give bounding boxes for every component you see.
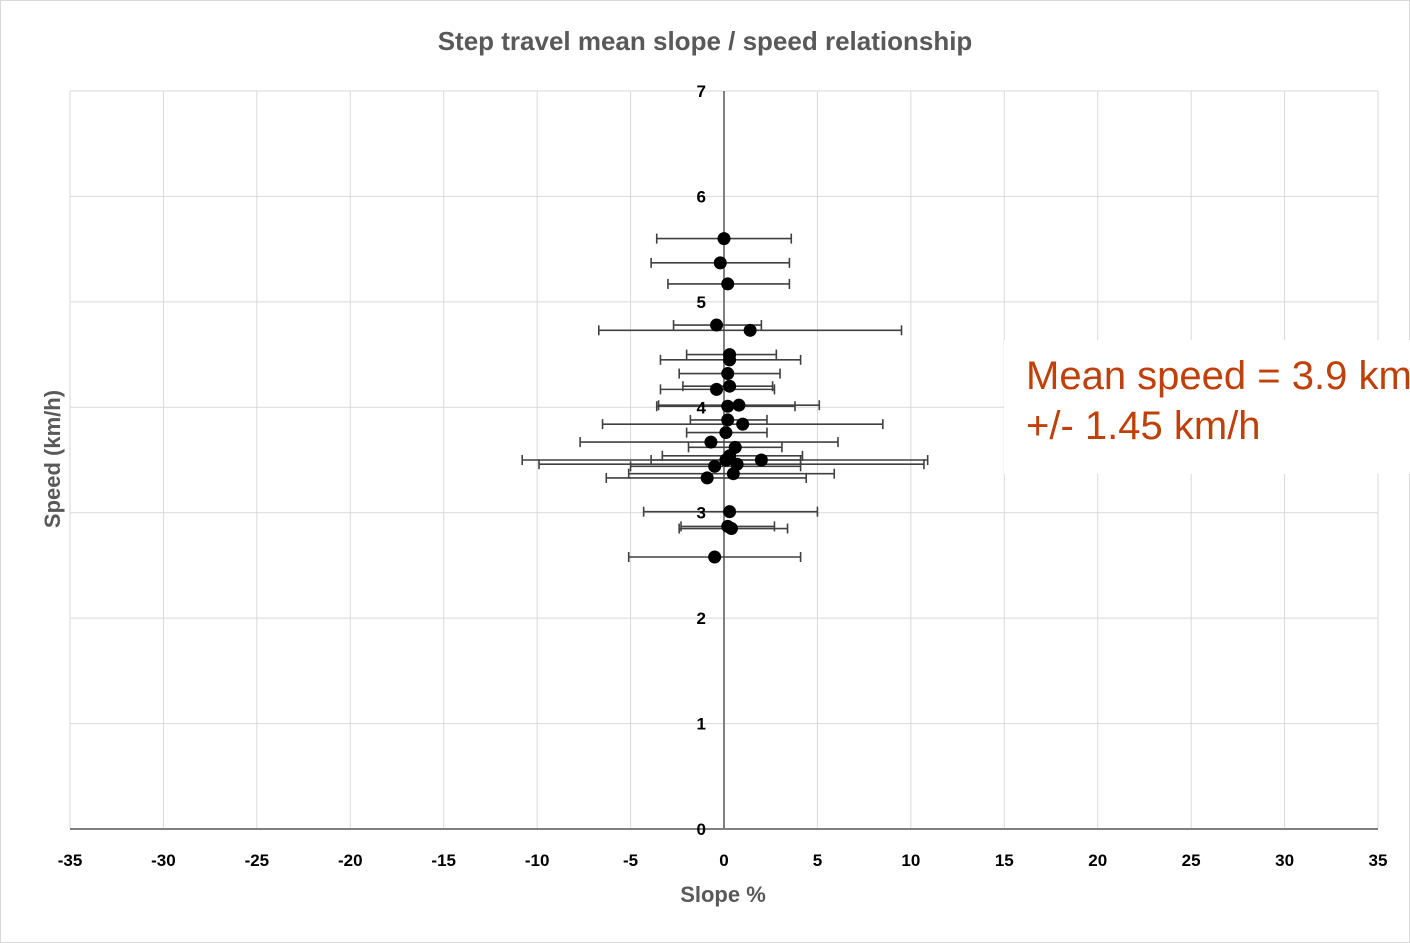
x-tick-label: 30 <box>1275 851 1294 870</box>
data-point <box>717 232 731 246</box>
data-point <box>708 459 722 473</box>
y-tick-label: 4 <box>697 398 707 417</box>
y-tick-label: 5 <box>697 293 706 312</box>
data-point <box>724 522 738 536</box>
annotation-line-2: +/- 1.45 km/h <box>1026 404 1261 448</box>
data-point <box>726 467 740 481</box>
y-tick-label: 6 <box>697 187 706 206</box>
data-point <box>723 379 737 393</box>
x-tick-label: -30 <box>151 851 176 870</box>
x-tick-label: -25 <box>245 851 270 870</box>
data-point <box>743 323 757 337</box>
x-axis-title: Slope % <box>680 882 766 907</box>
data-point <box>710 318 724 332</box>
x-tick-label: -20 <box>338 851 363 870</box>
data-point <box>723 505 737 519</box>
data-point <box>721 413 735 427</box>
x-tick-label: -35 <box>58 851 83 870</box>
y-tick-label: 7 <box>697 82 706 101</box>
data-point <box>723 353 737 367</box>
x-tick-label: -5 <box>623 851 638 870</box>
x-tick-label: 35 <box>1369 851 1388 870</box>
data-point <box>719 453 733 467</box>
mean-speed-annotation: Mean speed = 3.9 km/h +/- 1.45 km/h <box>1004 340 1410 474</box>
y-tick-label: 2 <box>697 609 706 628</box>
data-point <box>713 256 727 270</box>
tick-labels: -35 -30 -25 -20 -15 -10 -5 0 5 10 15 20 25 30 35 0 1 2 3 4 5… <box>58 82 1388 870</box>
y-tick-label: 1 <box>697 715 706 734</box>
data-point <box>732 398 746 412</box>
y-tick-label: 3 <box>697 504 706 523</box>
x-tick-label: 25 <box>1182 851 1201 870</box>
data-points <box>700 232 768 564</box>
data-point <box>719 426 733 440</box>
data-point <box>754 453 768 467</box>
data-point <box>721 367 735 381</box>
data-point <box>736 417 750 431</box>
data-point <box>721 399 735 413</box>
data-point <box>710 382 724 396</box>
data-point <box>708 550 722 564</box>
data-point <box>704 435 718 449</box>
y-tick-label: 0 <box>697 820 706 839</box>
x-tick-label: 0 <box>719 851 728 870</box>
y-axis-title: Speed (km/h) <box>40 389 65 529</box>
x-tick-label: 10 <box>901 851 920 870</box>
x-tick-label: 5 <box>813 851 822 870</box>
x-tick-label: 20 <box>1088 851 1107 870</box>
data-point <box>700 471 714 485</box>
annotation-line-1: Mean speed = 3.9 km/h <box>1026 354 1410 398</box>
chart-title: Step travel mean slope / speed relations… <box>437 26 973 56</box>
data-point <box>721 277 735 291</box>
x-tick-label: 15 <box>995 851 1014 870</box>
x-tick-label: -10 <box>525 851 550 870</box>
x-tick-label: -15 <box>431 851 456 870</box>
